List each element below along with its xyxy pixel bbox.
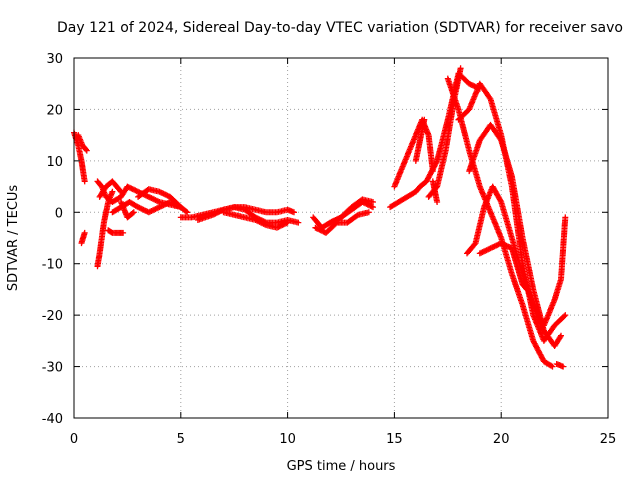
data-point — [81, 178, 88, 185]
y-tick-label: 10 — [46, 155, 63, 170]
series-trace-18 — [391, 116, 436, 190]
grid — [74, 58, 608, 418]
data-point — [120, 229, 127, 236]
data-point — [81, 229, 88, 236]
data-point — [130, 209, 137, 216]
data-point — [434, 199, 441, 205]
y-tick-labels: -40 -30 -20 -10 0 10 20 30 — [42, 52, 63, 427]
series-trace-3 — [78, 229, 88, 247]
x-tick-label: 15 — [386, 432, 403, 447]
y-tick-label: -10 — [42, 258, 63, 273]
data-point — [212, 210, 219, 217]
data-point — [184, 209, 191, 216]
data-point — [562, 214, 569, 221]
data-point — [291, 209, 297, 216]
data-point — [129, 210, 136, 217]
x-tick-label: 20 — [493, 432, 510, 447]
series-trace-15 — [312, 209, 372, 236]
chart-title: Day 121 of 2024, Sidereal Day-to-day VTE… — [57, 20, 623, 36]
series-trace-28 — [553, 361, 567, 370]
y-axis-label: SDTVAR / TECUs — [6, 185, 21, 292]
series-trace-16 — [327, 196, 376, 226]
series-trace-21 — [429, 178, 441, 205]
y-tick-label: -20 — [42, 309, 63, 324]
y-tick-label: -40 — [42, 412, 63, 427]
data-point — [497, 197, 504, 204]
data-point — [557, 334, 564, 340]
data-point — [334, 216, 340, 223]
data-point — [176, 203, 183, 210]
data-point — [215, 209, 222, 216]
data-point — [118, 188, 124, 195]
series-trace-7 — [105, 227, 127, 236]
data-point — [549, 363, 556, 370]
data-point — [370, 199, 376, 205]
data-point — [429, 168, 436, 175]
data-point — [132, 187, 139, 194]
data-point — [561, 313, 568, 320]
data-point — [421, 116, 428, 123]
data-point — [370, 204, 376, 211]
x-axis-label: GPS time / hours — [287, 459, 396, 474]
data-point — [494, 242, 501, 249]
data-point — [159, 202, 166, 209]
x-tick-label: 10 — [279, 432, 296, 447]
x-tick-label: 25 — [600, 432, 617, 447]
data-point — [151, 196, 158, 203]
data-point — [253, 217, 260, 224]
data-point — [109, 188, 116, 195]
series-trace-13 — [220, 209, 291, 231]
x-tick-label: 5 — [177, 432, 185, 447]
series-trace-4 — [94, 188, 116, 270]
y-tick-label: 20 — [46, 103, 63, 118]
data-marks — [71, 65, 569, 370]
y-tick-label: -30 — [42, 361, 63, 376]
data-point — [117, 187, 123, 194]
data-point — [83, 147, 90, 154]
series-trace-27 — [530, 214, 569, 329]
data-point — [562, 312, 569, 319]
data-point — [177, 204, 184, 211]
data-point — [353, 212, 360, 219]
data-point — [330, 218, 336, 225]
data-point — [365, 209, 372, 216]
y-tick-label: 30 — [46, 52, 63, 67]
series-trace-2 — [75, 132, 90, 154]
data-point — [497, 136, 504, 142]
data-point — [155, 204, 162, 211]
data-point — [523, 285, 529, 292]
data-point — [558, 332, 564, 339]
data-point — [498, 240, 505, 247]
series-trace-19 — [412, 116, 428, 164]
y-tick-label: 0 — [55, 206, 63, 221]
plot-frame — [73, 57, 609, 419]
data-point — [295, 219, 302, 226]
series-trace-6 — [96, 178, 124, 200]
x-tick-label: 0 — [70, 432, 78, 447]
data-point — [183, 208, 190, 215]
data-point — [284, 219, 291, 226]
series-trace-24 — [466, 121, 547, 334]
data-point — [83, 146, 89, 153]
series-trace-9 — [118, 199, 137, 221]
data-point — [457, 65, 464, 72]
data-point — [471, 241, 478, 248]
data-point — [135, 188, 142, 195]
axis-ticks — [73, 57, 609, 419]
x-tick-labels: 0 5 10 15 20 25 — [70, 432, 616, 447]
data-point — [548, 362, 555, 369]
series-trace-10 — [135, 186, 184, 211]
series-trace-26 — [476, 240, 530, 293]
data-point — [523, 286, 530, 293]
data-point — [482, 247, 489, 254]
data-point — [135, 204, 142, 211]
data-point — [163, 191, 170, 198]
data-point — [560, 363, 567, 370]
